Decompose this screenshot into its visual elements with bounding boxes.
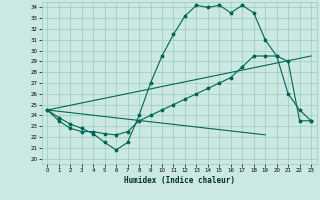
X-axis label: Humidex (Indice chaleur): Humidex (Indice chaleur) xyxy=(124,176,235,185)
